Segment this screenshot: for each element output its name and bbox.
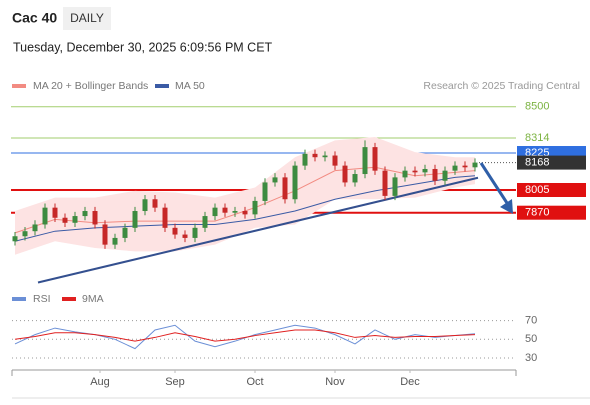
candle-body (252, 200, 258, 215)
candle-body (302, 153, 308, 166)
candle-body (312, 153, 318, 158)
candle-body (332, 155, 338, 166)
candle-body (442, 170, 448, 181)
level-label: 8005 (525, 184, 549, 196)
level-label: 8168 (525, 156, 549, 168)
candle-body (462, 165, 468, 168)
candle-body (392, 177, 398, 196)
level-box (517, 205, 586, 220)
x-tick-label: Dec (400, 376, 420, 388)
candle-body (322, 155, 328, 158)
legend-label: RSI (33, 293, 51, 305)
period: DAILY (70, 11, 104, 25)
level-label: 8500 (525, 101, 549, 113)
candle-body (112, 237, 118, 245)
rsi-line (14, 329, 476, 342)
symbol: Cac 40 (12, 10, 57, 26)
candle-body (102, 224, 108, 245)
candle-body (62, 217, 68, 223)
legend-label: 9MA (82, 293, 104, 305)
level-box (517, 183, 586, 197)
credit: Research © 2025 Trading Central (423, 80, 580, 92)
datetime: Tuesday, December 30, 2025 6:09:56 PM CE… (13, 40, 273, 54)
candle-body (342, 165, 348, 183)
candle-body (452, 165, 458, 171)
level-label: 7870 (525, 207, 549, 219)
candle-body (72, 216, 78, 223)
legend-swatch (155, 84, 169, 88)
candle-body (352, 174, 358, 183)
candle-body (282, 177, 288, 200)
level-box (517, 155, 586, 170)
x-tick-label: Oct (246, 376, 263, 388)
legend-swatch (62, 297, 76, 301)
candle-body (202, 216, 208, 228)
candle-body (412, 170, 418, 173)
candle-body (292, 165, 298, 200)
candle-body (472, 162, 478, 168)
candle-body (262, 182, 268, 201)
candle-body (212, 207, 218, 217)
candle-body (22, 231, 28, 237)
trend-line (37, 176, 479, 284)
candle-body (242, 211, 248, 215)
candle-body (232, 211, 238, 213)
x-tick-label: Aug (90, 376, 110, 388)
candle-body (372, 147, 378, 171)
forecast-arrowhead (500, 199, 513, 214)
legend-swatch (12, 84, 26, 88)
candle-body (222, 207, 228, 213)
candle-body (82, 211, 88, 217)
candle-body (422, 168, 428, 173)
candle-body (432, 168, 438, 181)
candle-body (402, 170, 408, 178)
legend-swatch (12, 297, 26, 301)
candle-body (32, 224, 38, 232)
candle-body (382, 170, 388, 196)
candle-body (272, 177, 278, 183)
candle-body (152, 199, 158, 208)
period-box (63, 7, 111, 30)
x-tick-label: Sep (165, 376, 185, 388)
rsi-tick-label: 50 (525, 333, 537, 345)
x-tick-label: Nov (325, 376, 345, 388)
rsi-tick-label: 30 (525, 352, 537, 364)
legend-label: MA 20 + Bollinger Bands (33, 80, 148, 92)
forecast-arrow (479, 162, 509, 204)
candle-body (192, 227, 198, 238)
level-label: 8314 (525, 132, 549, 144)
candle-body (162, 207, 168, 228)
candle-body (132, 211, 138, 228)
candle-body (362, 147, 368, 175)
candle-body (142, 199, 148, 212)
candle-body (92, 211, 98, 225)
legend-label: MA 50 (175, 80, 205, 92)
candle-body (172, 227, 178, 235)
rsi-tick-label: 70 (525, 315, 537, 327)
candle-body (182, 234, 188, 238)
candle-body (42, 207, 48, 225)
bollinger-band (15, 137, 475, 255)
candle-body (122, 227, 128, 238)
candle-body (12, 236, 18, 242)
candle-body (52, 207, 58, 218)
